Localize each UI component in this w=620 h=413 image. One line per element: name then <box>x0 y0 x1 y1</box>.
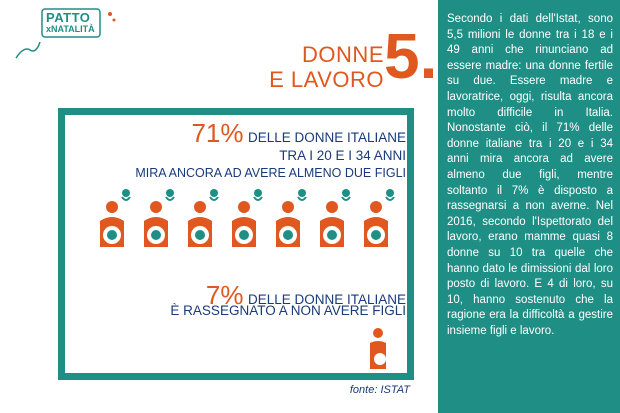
stat1-line2: TRA I 20 E I 34 ANNI <box>279 148 406 163</box>
logo: PATTO xNATALITÀ <box>14 6 134 66</box>
logo-subtitle: xNATALITÀ <box>46 24 95 34</box>
stat1-header: 71% DELLE DONNE ITALIANE <box>66 118 406 149</box>
source-caption: fonte: ISTAT <box>349 384 410 396</box>
stat1-line1: DELLE DONNE ITALIANE <box>247 130 406 145</box>
pregnant-woman-icon <box>363 188 395 248</box>
infographic-panel: PATTO xNATALITÀ DONNE E LAVORO 5. 71% DE… <box>14 6 438 396</box>
logo-graphic <box>15 8 116 59</box>
pregnant-woman-icon <box>187 188 219 248</box>
stat2-line2: È RASSEGNATO A NON AVERE FIGLI <box>170 303 406 318</box>
pregnant-woman-icon <box>143 188 175 248</box>
title-line1: DONNE <box>302 42 384 67</box>
pregnant-woman-icon <box>275 188 307 248</box>
logo-title: PATTO <box>46 10 91 25</box>
stats-frame <box>58 108 414 380</box>
text-panel <box>438 0 620 413</box>
pregnant-women-row <box>99 188 395 248</box>
stat1-percent: 71% <box>191 118 244 148</box>
stat2-line1: DELLE DONNE ITALIANE <box>247 292 406 307</box>
title-line2: E LAVORO <box>269 67 384 92</box>
pregnant-woman-icon <box>319 188 351 248</box>
section-number: 5. <box>384 20 438 92</box>
page-title: DONNE E LAVORO <box>262 42 384 92</box>
article-body: Secondo i dati dell'Istat, sono 5,5 mili… <box>447 13 613 337</box>
pregnant-woman-icon <box>99 188 131 248</box>
pregnant-woman-icon <box>231 188 263 248</box>
stat2-header: 7% DELLE DONNE ITALIANE <box>66 280 406 311</box>
stat1-line3: MIRA ANCORA AD AVERE ALMENO DUE FIGLI <box>135 166 406 180</box>
stat2-percent: 7% <box>205 280 244 310</box>
woman-icon <box>370 328 386 369</box>
